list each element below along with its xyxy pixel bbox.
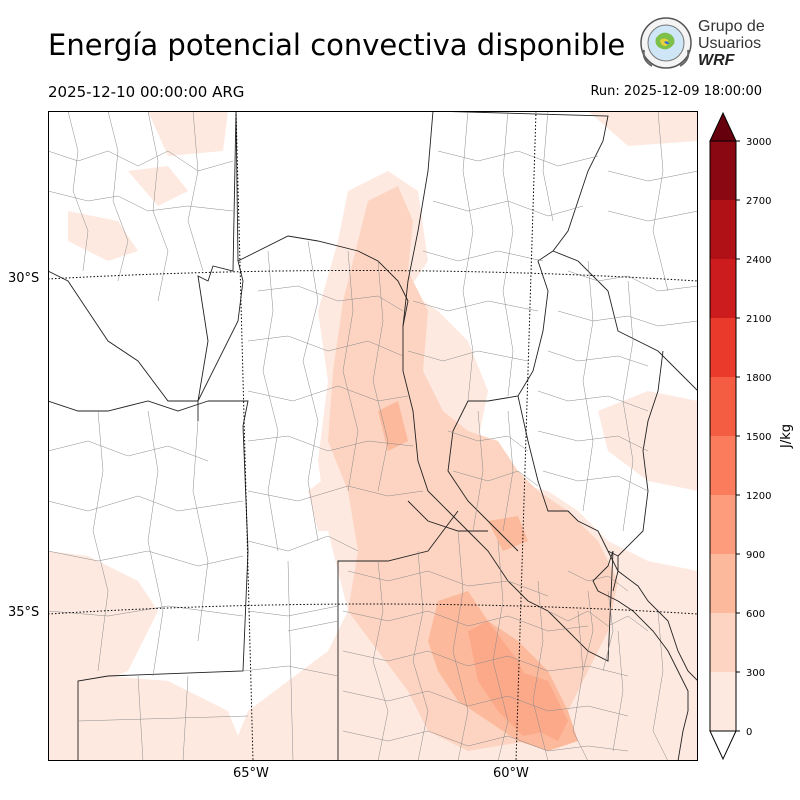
lat-label-35s: 35°S xyxy=(8,605,40,620)
colorbar-bin xyxy=(710,259,736,318)
province-borders xyxy=(48,111,698,761)
graticule xyxy=(48,111,698,761)
colorbar-tick-label: 900 xyxy=(746,550,765,561)
map-frame xyxy=(48,111,698,761)
lat-label-30s: 30°S xyxy=(8,271,40,286)
colorbar-tick-label: 3000 xyxy=(746,137,771,148)
cape-field xyxy=(48,111,698,761)
logo-text: Grupo de Usuarios WRF xyxy=(698,18,765,69)
colorbar-tick-label: 1200 xyxy=(746,491,771,502)
logo-line-3: WRF xyxy=(698,52,735,69)
colorbar-tick-label: 600 xyxy=(746,609,765,620)
lon-label-60w: 60°W xyxy=(493,766,529,781)
colorbar: 0 300 600 900 1200 1500 1800 2100 2400 2700 3000 J/… xyxy=(709,111,794,761)
colorbar-tick-label: 300 xyxy=(746,668,765,679)
colorbar-bin xyxy=(710,613,736,672)
department-borders xyxy=(48,111,698,761)
logo-line-2: Usuarios xyxy=(698,35,762,52)
valid-time: 2025-12-10 00:00:00 ARG xyxy=(48,83,245,101)
colorbar-bin xyxy=(710,141,736,200)
colorbar-bin xyxy=(710,318,736,377)
colorbar-extend-high xyxy=(709,111,737,142)
globe-icon xyxy=(640,17,692,69)
colorbar-bin xyxy=(710,495,736,554)
map-title: Energía potencial convectiva disponible xyxy=(48,28,626,62)
colorbar-bin xyxy=(710,554,736,613)
lon-label-65w: 65°W xyxy=(233,766,269,781)
colorbar-bin xyxy=(710,377,736,436)
colorbar-tick-label: 2100 xyxy=(746,314,771,325)
colorbar-tick-label: 0 xyxy=(746,727,752,738)
logo-line-1: Grupo de xyxy=(698,18,765,35)
colorbar-bin xyxy=(710,200,736,259)
wrf-logo: Grupo de Usuarios WRF xyxy=(638,16,768,72)
colorbar-bin xyxy=(710,672,736,731)
run-time: Run: 2025-12-09 18:00:00 xyxy=(590,84,762,99)
colorbar-tick-label: 2400 xyxy=(746,255,771,266)
colorbar-label: J/kg xyxy=(779,424,794,449)
colorbar-tick-label: 2700 xyxy=(746,196,771,207)
colorbar-bin xyxy=(710,436,736,495)
colorbar-tick-label: 1500 xyxy=(746,432,771,443)
colorbar-tick-label: 1800 xyxy=(746,373,771,384)
map-panel xyxy=(48,111,698,761)
coastline xyxy=(592,550,689,761)
colorbar-extend-low xyxy=(709,730,737,761)
